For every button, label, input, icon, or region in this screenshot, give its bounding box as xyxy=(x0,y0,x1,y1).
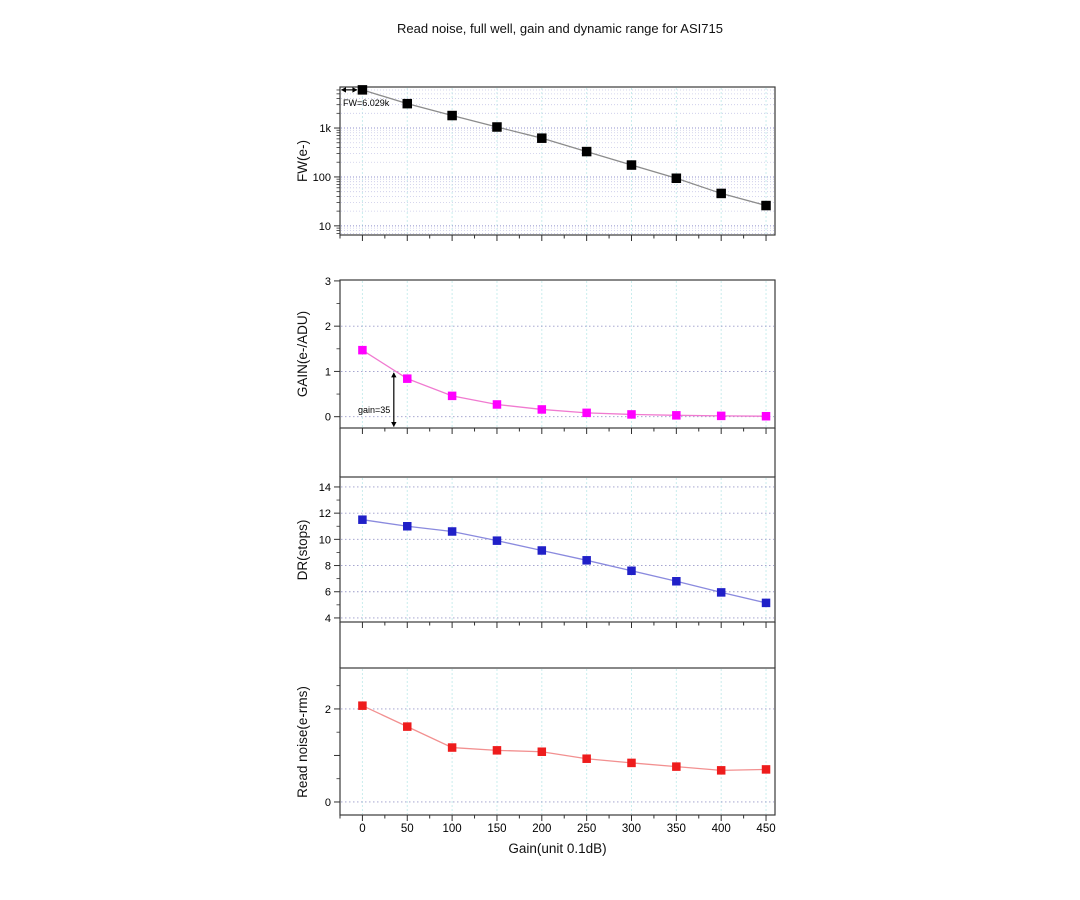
y-tick-label: 100 xyxy=(313,172,331,184)
y-tick-label: 4 xyxy=(325,613,331,625)
arrow-head-left-icon xyxy=(341,87,346,93)
x-tick-label: 0 xyxy=(359,823,365,835)
full-well-marker xyxy=(357,85,368,95)
panel-frame xyxy=(339,667,776,816)
dynamic-range-marker xyxy=(358,515,367,524)
gain-marker xyxy=(537,405,547,414)
read-noise-marker xyxy=(627,758,636,768)
dynamic-range-marker xyxy=(716,588,726,597)
read-noise-marker xyxy=(537,747,547,756)
full-well-marker xyxy=(626,160,637,170)
read-noise-marker xyxy=(358,701,367,710)
y-tick-label: 10 xyxy=(319,221,331,233)
y-tick-label: 14 xyxy=(319,482,331,494)
full-well-marker xyxy=(671,173,682,184)
panel-frame xyxy=(339,279,776,429)
read-noise-marker xyxy=(447,743,457,752)
y-tick-label: 8 xyxy=(325,561,331,573)
full-well-marker xyxy=(537,133,547,143)
gain-marker xyxy=(447,391,457,401)
gain-marker xyxy=(358,345,367,355)
arrow-head-up-icon xyxy=(391,372,397,378)
dynamic-range-marker xyxy=(447,527,457,536)
y-axis-label-read-noise: Read noise(e-rms) xyxy=(295,686,310,798)
read-noise-marker xyxy=(403,722,412,731)
x-tick-label: 150 xyxy=(487,823,506,835)
x-tick-label: 100 xyxy=(443,823,462,835)
dynamic-range-marker xyxy=(537,546,547,555)
gain-annotation-label: gain=35 xyxy=(358,405,390,415)
full-well-marker xyxy=(492,122,502,132)
x-axis-label: Gain(unit 0.1dB) xyxy=(508,841,607,856)
read-noise-line xyxy=(362,705,767,771)
fw-annotation-label: FW=6.029k xyxy=(343,98,390,108)
panel-frame xyxy=(339,86,776,236)
x-tick-label: 350 xyxy=(667,823,686,835)
panel-dynamic-range: 4 6 8 10 12 14 xyxy=(319,476,776,628)
full-well-marker xyxy=(761,200,771,211)
full-well-marker xyxy=(402,98,413,109)
dynamic-range-marker xyxy=(627,566,636,576)
gain-marker xyxy=(582,408,591,418)
read-noise-marker xyxy=(716,766,726,775)
read-noise-marker xyxy=(672,762,681,771)
dynamic-range-marker xyxy=(761,598,771,608)
gain-marker xyxy=(761,411,771,421)
y-tick-label: 2 xyxy=(325,321,331,333)
gain-marker xyxy=(672,411,681,420)
y-tick-label: 2 xyxy=(325,704,331,716)
x-tick-label: 50 xyxy=(401,823,414,835)
dynamic-range-marker xyxy=(403,522,412,531)
dynamic-range-marker xyxy=(582,556,591,565)
chart-title: Read noise, full well, gain and dynamic … xyxy=(397,21,723,36)
full-well-marker xyxy=(581,146,592,157)
dynamic-range-marker xyxy=(672,577,681,586)
gain-marker xyxy=(716,411,726,421)
full-well-marker xyxy=(716,188,726,199)
x-tick-label: 250 xyxy=(577,823,596,835)
x-tick-label: 300 xyxy=(622,823,641,835)
y-tick-label: 3 xyxy=(325,276,331,288)
full-well-marker xyxy=(447,110,457,121)
arrow-head-down-icon xyxy=(391,422,397,427)
full-well-line xyxy=(362,89,767,207)
y-tick-label: 1 xyxy=(325,366,331,378)
panel-frame xyxy=(339,476,776,623)
gain-line xyxy=(362,349,767,417)
y-tick-label: 1k xyxy=(319,123,331,135)
y-tick-label: 6 xyxy=(325,587,331,599)
panel-read-noise: 02 xyxy=(325,667,776,821)
read-noise-marker xyxy=(492,746,502,755)
y-tick-label: 0 xyxy=(325,797,331,809)
panel-full-well: 10 100 1k xyxy=(313,85,776,241)
panel-gain: 0 1 2 3 xyxy=(325,276,776,434)
read-noise-marker xyxy=(761,765,771,774)
arrow-head-right-icon xyxy=(352,87,358,93)
gain-marker xyxy=(492,400,502,409)
x-tick-label: 450 xyxy=(756,823,775,835)
gain-marker xyxy=(403,374,412,383)
gain-marker xyxy=(627,410,636,419)
dynamic-range-marker xyxy=(492,536,502,545)
y-tick-label: 10 xyxy=(319,534,331,546)
read-noise-marker xyxy=(582,754,591,763)
dynamic-range-line xyxy=(362,519,767,604)
y-tick-label: 0 xyxy=(325,412,331,424)
x-tick-label: 400 xyxy=(712,823,731,835)
x-tick-label: 200 xyxy=(532,823,551,835)
y-tick-label: 12 xyxy=(319,508,331,520)
